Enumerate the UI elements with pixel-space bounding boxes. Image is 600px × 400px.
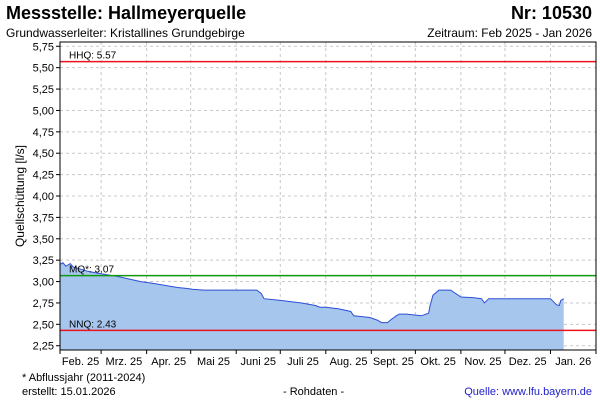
x-tick-label: Mai 25: [197, 356, 230, 368]
y-tick-label: 3,75: [33, 212, 54, 224]
station-title: Messstelle: Hallmeyerquelle: [6, 3, 247, 23]
reference-line-label: NNQ: 2.43: [69, 319, 117, 330]
y-tick-label: 3,50: [33, 234, 54, 246]
y-tick-label: 4,00: [33, 191, 54, 203]
created-date: erstellt: 15.01.2026: [22, 386, 116, 398]
y-tick-label: 5,50: [33, 63, 54, 75]
x-tick-label: Jan. 26: [555, 356, 591, 368]
x-tick-label: Apr. 25: [151, 356, 186, 368]
x-tick-label: Juni 25: [241, 356, 276, 368]
y-tick-label: 4,25: [33, 170, 54, 182]
x-tick-label: Mrz. 25: [106, 356, 143, 368]
station-number: Nr: 10530: [510, 3, 592, 23]
discharge-area: [60, 262, 564, 350]
aquifer-label: Grundwasserleiter: Kristallines Grundgeb…: [6, 26, 245, 40]
y-tick-label: 4,50: [33, 148, 54, 160]
raw-data-label: - Rohdaten -: [283, 386, 345, 398]
x-tick-label: Nov. 25: [464, 356, 501, 368]
y-tick-label: 3,00: [33, 277, 54, 289]
y-tick-label: 2,25: [33, 341, 54, 353]
y-axis-label: Quellschüttung [l/s]: [13, 145, 27, 247]
discharge-line: [59, 262, 564, 324]
x-tick-label: Aug. 25: [330, 356, 368, 368]
x-tick-label: Juli 25: [287, 356, 319, 368]
x-tick-label: Dez. 25: [509, 356, 547, 368]
y-tick-label: 5,75: [33, 41, 54, 53]
reference-line-label: MQ*: 3.07: [69, 265, 114, 276]
x-tick-label: Feb. 25: [62, 356, 99, 368]
y-tick-label: 5,25: [33, 84, 54, 96]
reference-line-label: HHQ: 5.57: [69, 51, 117, 62]
x-tick-label: Sept. 25: [373, 356, 414, 368]
x-tick-label: Okt. 25: [420, 356, 455, 368]
source-link[interactable]: Quelle: www.lfu.bayern.de: [464, 386, 592, 398]
y-tick-label: 4,75: [33, 127, 54, 139]
y-tick-label: 3,25: [33, 255, 54, 267]
y-tick-label: 2,50: [33, 319, 54, 331]
period-label: Zeitraum: Feb 2025 - Jan 2026: [427, 26, 592, 40]
y-tick-label: 5,00: [33, 105, 54, 117]
footnote: * Abflussjahr (2011-2024): [22, 372, 146, 384]
y-tick-label: 2,75: [33, 298, 54, 310]
